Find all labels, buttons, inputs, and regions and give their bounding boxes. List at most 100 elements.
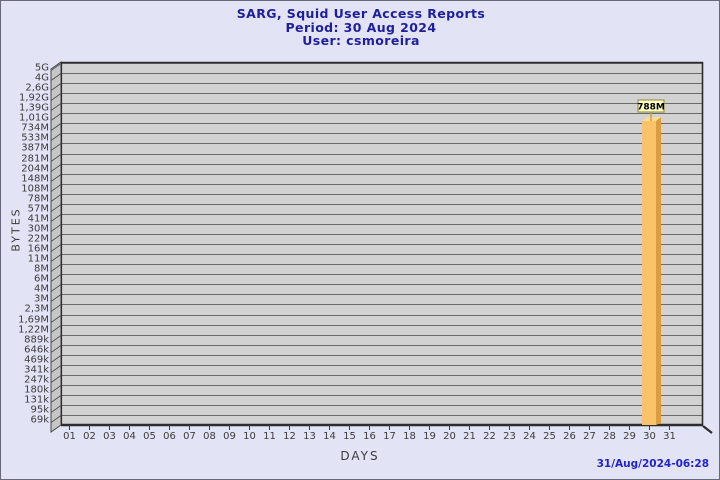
x-axis-tick-label: 24 bbox=[523, 431, 536, 442]
y-axis-tick-label: 281M bbox=[21, 154, 49, 165]
y-tick-mark bbox=[50, 405, 62, 413]
y-tick-mark bbox=[50, 415, 62, 423]
y-axis-tick-label: 1,22M bbox=[18, 325, 49, 336]
bar-side-face bbox=[656, 117, 661, 425]
y-axis-tick-label: 108M bbox=[21, 184, 49, 195]
y-axis-tick-label: 4M bbox=[34, 284, 49, 295]
bar-value-label: 788M bbox=[637, 103, 665, 113]
x-axis-tick-label: 30 bbox=[643, 431, 656, 442]
y-axis-tick-label: 469k bbox=[24, 355, 49, 366]
y-tick-mark bbox=[50, 274, 62, 282]
x-axis-tick-label: 31 bbox=[663, 431, 676, 442]
x-axis-tick-label: 27 bbox=[583, 431, 596, 442]
y-axis-tick-label: 41M bbox=[28, 214, 49, 225]
y-tick-mark bbox=[50, 73, 62, 81]
y-axis-tick-label: 387M bbox=[21, 143, 49, 154]
y-axis-tick-label: 30M bbox=[28, 224, 49, 235]
x-axis-tick-label: 21 bbox=[463, 431, 476, 442]
x-axis-tick-label: 16 bbox=[363, 431, 376, 442]
y-axis-tick-label: 1,92G bbox=[19, 93, 49, 104]
y-tick-mark bbox=[50, 174, 62, 182]
y-tick-mark bbox=[50, 93, 62, 101]
chart-title: SARG, Squid User Access Reports bbox=[236, 6, 486, 21]
x-axis-tick-label: 08 bbox=[203, 431, 216, 442]
y-axis-tick-label: 16M bbox=[28, 244, 49, 255]
x-axis-tick-label: 04 bbox=[123, 431, 136, 442]
x-axis-tick-label: 28 bbox=[603, 431, 616, 442]
y-tick-mark bbox=[50, 254, 62, 262]
y-tick-mark bbox=[50, 244, 62, 252]
x-axis-title: DAYS bbox=[340, 449, 380, 463]
x-axis-tick-label: 12 bbox=[283, 431, 296, 442]
x-axis-tick-label: 01 bbox=[63, 431, 76, 442]
y-tick-mark bbox=[50, 365, 62, 373]
x-axis-tick-label: 17 bbox=[383, 431, 396, 442]
y-tick-mark bbox=[50, 133, 62, 141]
y-tick-mark bbox=[50, 113, 62, 121]
y-axis-tick-label: 247k bbox=[24, 375, 49, 386]
chart-user: User: csmoreira bbox=[302, 33, 420, 48]
y-axis-tick-label: 1,69M bbox=[18, 315, 49, 326]
x-axis-tick-label: 14 bbox=[323, 431, 336, 442]
y-axis-tick-label: 204M bbox=[21, 164, 49, 175]
y-axis-tick-label: 22M bbox=[28, 234, 49, 245]
y-tick-mark bbox=[50, 304, 62, 312]
x-axis-tick-label: 26 bbox=[563, 431, 576, 442]
y-tick-mark bbox=[50, 184, 62, 192]
y-tick-mark bbox=[50, 194, 62, 202]
y-tick-mark bbox=[50, 264, 62, 272]
y-axis-tick-label: 5G bbox=[35, 63, 49, 74]
y-axis-tick-label: 4G bbox=[35, 73, 49, 84]
y-tick-mark bbox=[50, 83, 62, 91]
generation-timestamp: 31/Aug/2024-06:28 bbox=[596, 458, 709, 470]
y-tick-mark bbox=[50, 375, 62, 383]
x-axis-tick-label: 19 bbox=[423, 431, 436, 442]
bar-value-callout bbox=[637, 99, 665, 113]
bar-day-30 bbox=[642, 121, 656, 425]
x-axis-tick-label: 13 bbox=[303, 431, 316, 442]
y-tick-mark bbox=[50, 154, 62, 162]
x-axis-tick-label: 05 bbox=[143, 431, 156, 442]
x-axis-tick-label: 23 bbox=[503, 431, 516, 442]
x-axis-tick-label: 03 bbox=[103, 431, 116, 442]
y-tick-mark bbox=[50, 143, 62, 151]
x-axis-tick-label: 22 bbox=[483, 431, 496, 442]
y-axis-tick-label: 341k bbox=[24, 365, 49, 376]
x-axis-tick-label: 20 bbox=[443, 431, 456, 442]
y-tick-mark bbox=[50, 325, 62, 333]
y-tick-mark bbox=[50, 103, 62, 111]
y-axis-tick-label: 180k bbox=[24, 385, 49, 396]
y-tick-mark bbox=[50, 355, 62, 363]
y-tick-mark bbox=[50, 284, 62, 292]
y-tick-mark bbox=[50, 345, 62, 353]
y-axis-tick-label: 78M bbox=[28, 194, 49, 205]
y-axis-tick-label: 2,3M bbox=[24, 304, 49, 315]
y-axis-tick-label: 646k bbox=[24, 345, 49, 356]
y-tick-mark bbox=[50, 315, 62, 323]
x-axis-tick-label: 15 bbox=[343, 431, 356, 442]
y-tick-mark bbox=[50, 164, 62, 172]
y-tick-mark bbox=[50, 224, 62, 232]
y-tick-mark bbox=[50, 395, 62, 403]
y-axis-tick-label: 734M bbox=[21, 123, 49, 134]
y-axis-tick-label: 6M bbox=[34, 274, 49, 285]
x-axis-tick-label: 07 bbox=[183, 431, 196, 442]
y-axis-tick-label: 3M bbox=[34, 294, 49, 305]
y-axis-tick-label: 131k bbox=[24, 395, 49, 406]
x-axis-tick-label: 29 bbox=[623, 431, 636, 442]
x-axis-tick-label: 10 bbox=[243, 431, 256, 442]
y-tick-mark bbox=[50, 204, 62, 212]
x-axis-tick-label: 09 bbox=[223, 431, 236, 442]
y-tick-mark bbox=[50, 214, 62, 222]
y-tick-mark bbox=[50, 335, 62, 343]
x-axis-tick-label: 18 bbox=[403, 431, 416, 442]
y-axis-tick-label: 69k bbox=[30, 415, 49, 426]
y-axis-tick-label: 148M bbox=[21, 174, 49, 185]
plot-floor-edge bbox=[702, 425, 713, 434]
y-axis-tick-label: 889k bbox=[24, 335, 49, 346]
y-tick-mark bbox=[50, 63, 62, 71]
chart-period: Period: 30 Aug 2024 bbox=[285, 19, 437, 35]
chart-header: SARG, Squid User Access Reports Period: … bbox=[1, 6, 719, 48]
y-tick-mark bbox=[50, 123, 62, 131]
